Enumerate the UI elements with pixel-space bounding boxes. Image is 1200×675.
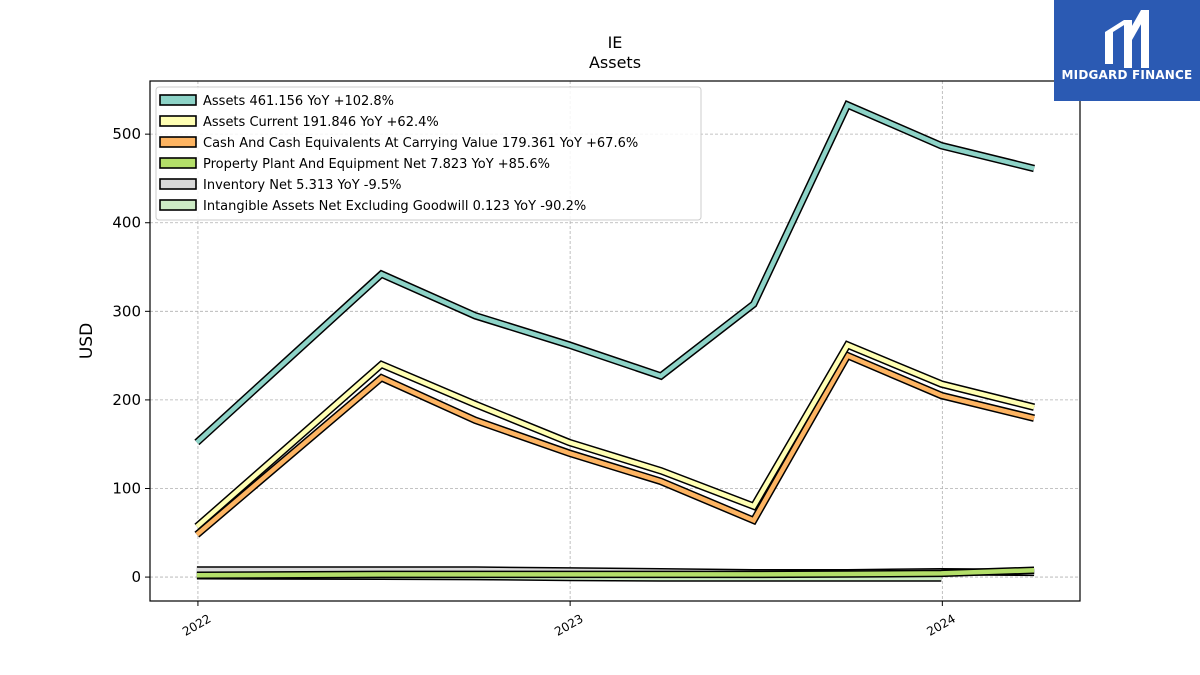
series-cash: [194, 350, 1035, 538]
legend-item-intangible: Intangible Assets Net Excluding Goodwill…: [159, 199, 586, 214]
chart-subtitle: Assets: [589, 53, 641, 72]
series-assets_current: [194, 340, 1036, 530]
legend-swatch: [159, 199, 197, 211]
legend-label: Intangible Assets Net Excluding Goodwill…: [203, 199, 586, 214]
legend-item-inventory: Inventory Net 5.313 YoY -9.5%: [159, 178, 402, 193]
series-line: [195, 352, 1035, 537]
legend: Assets 461.156 YoY +102.8% Assets Current…: [155, 86, 702, 221]
series-ppe: [196, 566, 1035, 580]
y-axis-label: USD: [77, 323, 97, 359]
legend-swatch: [159, 136, 197, 148]
y-tick-label: 300: [112, 302, 141, 320]
series-line: [195, 101, 1035, 445]
legend-label: Cash And Cash Equivalents At Carrying Va…: [203, 136, 638, 151]
series-line: [196, 567, 1035, 578]
x-tick-label: 2024: [924, 611, 957, 638]
y-tick-label: 400: [112, 214, 141, 232]
legend-item-assets: Assets 461.156 YoY +102.8%: [159, 94, 394, 109]
legend-item-assets_current: Assets Current 191.846 YoY +62.4%: [159, 115, 439, 130]
y-tick-label: 0: [131, 568, 141, 586]
legend-box: [155, 86, 702, 221]
x-tick-label: 2023: [552, 611, 585, 638]
y-tick-label: 200: [112, 391, 141, 409]
legend-label: Property Plant And Equipment Net 7.823 Y…: [203, 157, 550, 172]
midgard-m-logo-icon: [1105, 10, 1149, 68]
y-tick-label: 100: [112, 479, 141, 497]
brand-name: MIDGARD FINANCE: [1061, 68, 1193, 82]
x-tick-label: 2022: [180, 611, 213, 638]
chart-title: IE: [608, 33, 623, 52]
legend-label: Assets 461.156 YoY +102.8%: [203, 94, 394, 109]
legend-swatch: [159, 157, 197, 169]
legend-swatch: [159, 115, 197, 127]
series-lines: [194, 100, 1036, 582]
legend-item-cash: Cash And Cash Equivalents At Carrying Va…: [159, 136, 638, 151]
legend-label: Inventory Net 5.313 YoY -9.5%: [203, 178, 402, 193]
legend-label: Assets Current 191.846 YoY +62.4%: [203, 115, 439, 130]
series-line: [195, 342, 1035, 529]
legend-swatch: [159, 94, 197, 106]
plot-frame: [149, 80, 1081, 602]
legend-item-ppe: Property Plant And Equipment Net 7.823 Y…: [159, 157, 550, 172]
brand-logo: MIDGARD FINANCE: [1054, 0, 1200, 101]
y-tick-label: 500: [112, 125, 141, 143]
legend-swatch: [159, 178, 197, 190]
series-assets: [194, 100, 1035, 446]
